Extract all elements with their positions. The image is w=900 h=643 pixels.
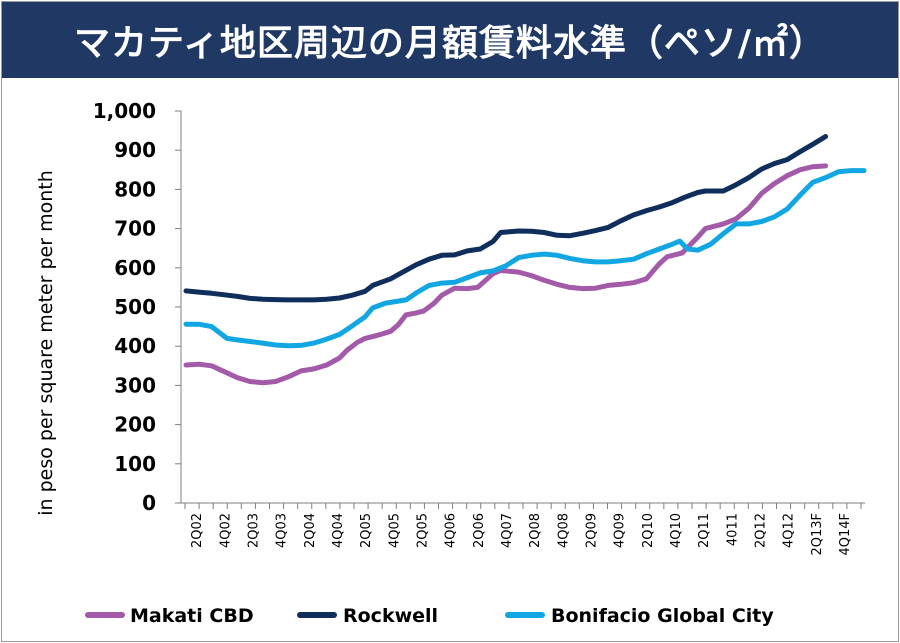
x-tick-label: 2Q10 bbox=[641, 513, 656, 548]
legend-label-makati-cbd: Makati CBD bbox=[130, 605, 254, 627]
y-tick-label: 300 bbox=[114, 373, 156, 397]
x-tick-label: 4Q14F bbox=[838, 513, 853, 556]
x-tick-label: 4Q04 bbox=[331, 513, 346, 548]
series-line-rockwell bbox=[183, 134, 829, 303]
x-tick-label: 4Q09 bbox=[613, 513, 628, 548]
y-tick-label: 1,000 bbox=[93, 99, 156, 123]
x-tick-label: 4Q05 bbox=[387, 513, 402, 548]
y-tick-label: 700 bbox=[114, 217, 156, 241]
x-tick-label: 4Q08 bbox=[556, 513, 571, 548]
y-tick-label: 100 bbox=[114, 452, 156, 476]
legend-label-rockwell: Rockwell bbox=[343, 605, 438, 627]
x-tick-label: 2Q04 bbox=[303, 513, 318, 548]
x-tick-label: 4Q03 bbox=[275, 513, 290, 548]
x-tick-label: 2Q05 bbox=[359, 513, 374, 548]
x-tick-label: 4Q06 bbox=[444, 513, 459, 548]
legend-label-bonifacio-global-city: Bonifacio Global City bbox=[551, 605, 774, 627]
x-tick-label: 2Q12 bbox=[753, 513, 768, 548]
y-tick-label: 600 bbox=[114, 256, 156, 280]
x-tick-label: 4Q02 bbox=[218, 513, 233, 548]
x-tick-label: 2Q08 bbox=[528, 513, 543, 548]
x-tick-label: 4Q07 bbox=[500, 513, 515, 548]
axes: 1,000 900 800 700 600 500 400 300 200 100 0 2Q02 4Q0… bbox=[93, 99, 865, 556]
series-layer bbox=[183, 134, 867, 386]
x-tick-label: 2Q05 bbox=[415, 513, 430, 548]
y-tick-label: 900 bbox=[114, 138, 156, 162]
y-tick-label: 500 bbox=[114, 295, 156, 319]
series-line-makati-cbd bbox=[183, 163, 829, 386]
y-tick-label: 200 bbox=[114, 413, 156, 437]
x-tick-label: 4011 bbox=[725, 513, 740, 546]
y-tick-label: 800 bbox=[114, 177, 156, 201]
y-tick-label: 0 bbox=[142, 491, 156, 515]
y-axis-label: in peso per square meter per month bbox=[35, 170, 57, 516]
legend: Makati CBD Rockwell Bonifacio Global City bbox=[85, 605, 774, 627]
x-tick-label: 2Q11 bbox=[697, 513, 712, 548]
y-tick-label: 400 bbox=[114, 334, 156, 358]
series-line-bonifacio-global-city bbox=[183, 168, 867, 349]
x-tick-label: 2Q03 bbox=[246, 513, 261, 548]
x-tick-label: 2Q13F bbox=[810, 513, 825, 556]
x-tick-label: 4Q12 bbox=[782, 513, 797, 548]
x-tick-label: 4Q10 bbox=[669, 513, 684, 548]
chart-title: マカティ地区周辺の月額賃料水準（ペソ/㎡） bbox=[2, 2, 898, 78]
x-tick-label: 2Q09 bbox=[584, 513, 599, 548]
x-tick-label: 2Q06 bbox=[472, 513, 487, 548]
x-tick-label: 2Q02 bbox=[190, 513, 205, 548]
